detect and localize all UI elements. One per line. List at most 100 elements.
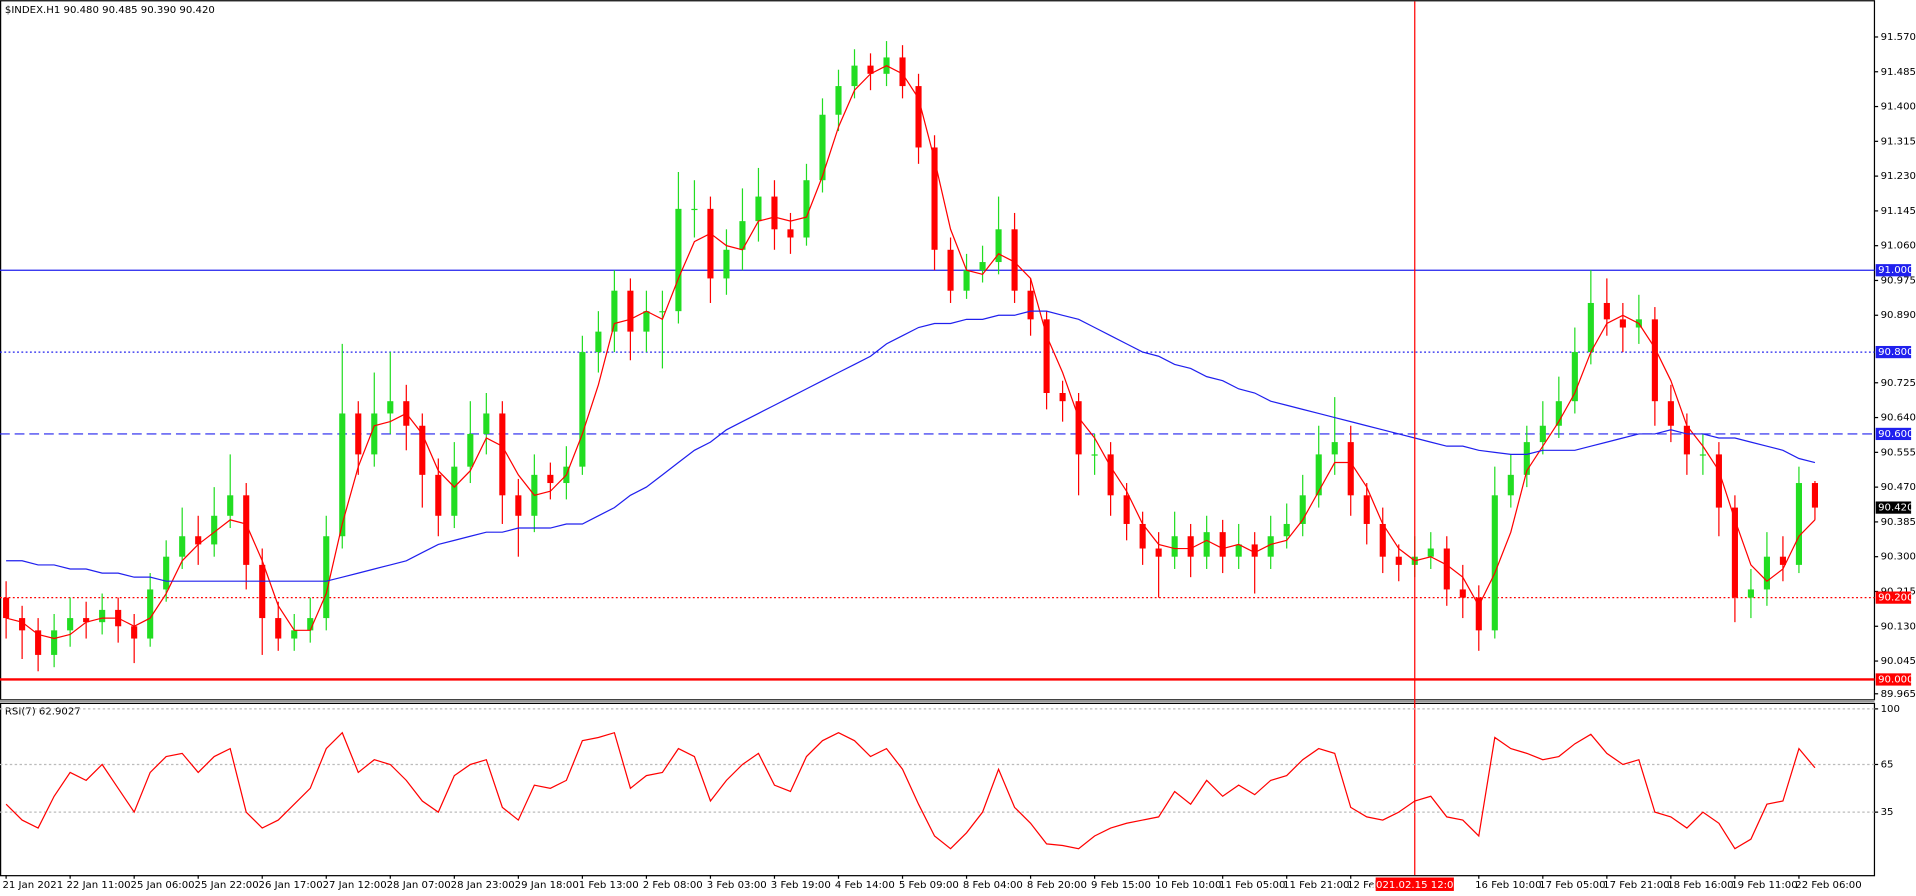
- candle-body: [1491, 495, 1498, 631]
- crosshair-label: 2021.02.15 12:00: [1370, 880, 1460, 891]
- x-tick-label: 18 Feb 16:00: [1667, 880, 1733, 891]
- level-label: 91.000: [1878, 265, 1913, 276]
- chart-title: $INDEX.H1 90.480 90.485 90.390 90.420: [5, 5, 215, 16]
- y-tick-label: 35: [1881, 807, 1894, 818]
- candle-body: [739, 221, 746, 250]
- crosshair-label-box: [1375, 877, 1454, 891]
- candle-body: [1683, 425, 1690, 455]
- x-tick-label: 11 Feb 21:00: [1283, 880, 1349, 891]
- x-tick-label: 19 Feb 11:00: [1731, 880, 1797, 891]
- candle-body: [1059, 393, 1066, 402]
- candle-body: [1107, 454, 1114, 496]
- x-tick-label: 25 Jan 06:00: [131, 880, 195, 891]
- candle-body: [307, 618, 314, 631]
- candle-body: [1075, 401, 1082, 455]
- candle-body: [931, 147, 938, 250]
- candle-body: [483, 413, 490, 434]
- candle-body: [67, 618, 74, 631]
- candle-body: [1363, 495, 1370, 524]
- candle-body: [995, 229, 1002, 263]
- candle-body: [131, 626, 138, 639]
- y-tick-label: 91.485: [1881, 67, 1916, 78]
- candle-body: [851, 65, 858, 87]
- candle-body: [1043, 319, 1050, 394]
- candle-body: [1027, 290, 1034, 320]
- candle-body: [259, 564, 266, 619]
- candle-body: [707, 208, 714, 279]
- y-tick-label: 91.400: [1881, 102, 1916, 113]
- last-price-label: 90.420: [1878, 503, 1913, 514]
- candle-body: [83, 618, 90, 623]
- moving-average: [6, 310, 1816, 582]
- candle-body: [467, 433, 474, 467]
- candle-body: [1315, 454, 1322, 496]
- candle-body: [1155, 548, 1162, 557]
- x-tick-label: 12 Feb: [1347, 880, 1381, 891]
- x-tick-label: 29 Jan 18:00: [515, 880, 579, 891]
- candle-body: [1555, 401, 1562, 426]
- x-tick-label: 8 Feb 04:00: [963, 880, 1023, 891]
- x-tick-label: 4 Feb 14:00: [835, 880, 895, 891]
- candle-body: [1459, 589, 1466, 598]
- candle-body: [1427, 548, 1434, 557]
- candle-body: [659, 311, 666, 313]
- candle-body: [1395, 556, 1402, 565]
- last-price-box: [1875, 501, 1912, 514]
- y-tick-label: 90.725: [1881, 378, 1916, 389]
- y-tick-label: 90.470: [1881, 482, 1916, 493]
- x-tick-label: 28 Jan 07:00: [387, 880, 451, 891]
- candle-body: [51, 630, 58, 655]
- y-tick-label: 91.060: [1881, 241, 1916, 252]
- x-tick-label: 21 Jan 2021: [2, 880, 63, 891]
- candle-body: [291, 630, 298, 639]
- y-tick-label: 91.315: [1881, 136, 1916, 147]
- x-tick-label: 27 Jan 12:00: [323, 880, 387, 891]
- candle-body: [35, 630, 42, 655]
- candle-body: [19, 618, 26, 631]
- candle-body: [1331, 442, 1338, 455]
- y-tick-label: 89.965: [1881, 689, 1916, 700]
- candle-body: [579, 352, 586, 467]
- level-label-box: [1875, 591, 1912, 604]
- candle-body: [1651, 319, 1658, 402]
- candle-body: [1795, 483, 1802, 565]
- panel-title: RSI(7) 62.9027: [5, 706, 81, 717]
- candle-body: [435, 474, 442, 516]
- candle-body: [803, 180, 810, 238]
- candle-body: [547, 474, 554, 484]
- y-tick-label: 100: [1881, 704, 1900, 715]
- y-tick-label: 90.130: [1881, 621, 1916, 632]
- candle-body: [211, 515, 218, 545]
- candle-body: [3, 597, 10, 619]
- level-label: 90.000: [1878, 674, 1913, 685]
- candle-body: [1475, 597, 1482, 631]
- candle-body: [723, 249, 730, 279]
- x-tick-label: 3 Feb 03:00: [707, 880, 767, 891]
- candle-body: [1731, 507, 1738, 598]
- candle-body: [323, 536, 330, 619]
- candle-body: [1699, 454, 1706, 456]
- candle-body: [1539, 425, 1546, 443]
- candle-body: [1379, 523, 1386, 557]
- y-tick-label: 90.300: [1881, 552, 1916, 563]
- x-tick-label: 8 Feb 20:00: [1027, 880, 1087, 891]
- x-tick-label: 26 Jan 17:00: [259, 880, 323, 891]
- x-tick-label: 28 Jan 23:00: [451, 880, 515, 891]
- candle-body: [963, 270, 970, 291]
- y-tick-label: 90.555: [1881, 447, 1916, 458]
- candle-body: [1251, 544, 1258, 557]
- x-tick-label: 10 Feb 10:00: [1155, 880, 1221, 891]
- candle-body: [371, 413, 378, 455]
- x-tick-label: 25 Jan 22:00: [195, 880, 259, 891]
- level-label-box: [1875, 427, 1912, 441]
- rsi-panel-frame: [0, 702, 1876, 877]
- candle-body: [419, 425, 426, 475]
- candle-body: [915, 86, 922, 148]
- y-tick-label: 91.230: [1881, 171, 1916, 182]
- y-tick-label: 90.890: [1881, 310, 1916, 321]
- candle-body: [1779, 556, 1786, 565]
- x-tick-label: 1 Feb 13:00: [579, 880, 639, 891]
